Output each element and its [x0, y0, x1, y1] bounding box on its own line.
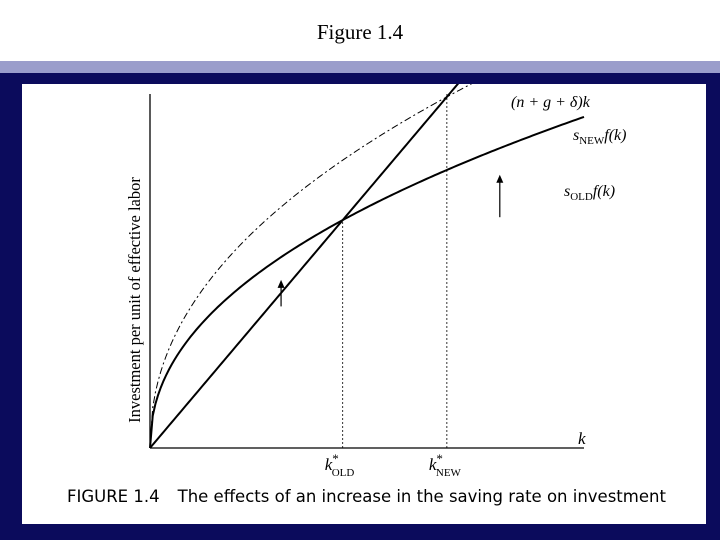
- chart-labels: Investment per unit of effective labor (…: [125, 94, 626, 479]
- x-tick-label-2: k* NEW: [429, 451, 462, 479]
- y-axis-label: Investment per unit of effective labor: [125, 177, 144, 423]
- x-tick-base: k: [429, 455, 437, 474]
- figure-caption: FIGURE 1.4 The effects of an increase in …: [67, 487, 666, 506]
- figure-caption-text: The effects of an increase in the saving…: [177, 487, 666, 506]
- series-label-rest: f(k): [604, 127, 626, 144]
- series-s-new: [149, 84, 473, 449]
- x-tick-sub: OLD: [332, 467, 355, 479]
- x-tick-sup: *: [332, 451, 339, 466]
- chart: Investment per unit of effective labor (…: [125, 84, 626, 479]
- series-label-sub: NEW: [579, 135, 605, 147]
- series-label-s: s: [564, 183, 570, 200]
- x-tick-base: k: [325, 455, 333, 474]
- x-tick-label-1: k* OLD: [325, 451, 355, 479]
- series-label-sub: OLD: [570, 191, 593, 203]
- shift-arrows: [277, 174, 504, 307]
- series-breakeven: [149, 84, 460, 449]
- drop-lines: [342, 94, 448, 448]
- series-lines: [149, 84, 585, 449]
- shift-arrow-head-2: [496, 174, 504, 183]
- shift-arrow-head-1: [277, 279, 285, 288]
- series-s-old: [149, 115, 585, 449]
- x-axis-label: k: [578, 429, 586, 448]
- slide-title: Figure 1.4: [316, 20, 404, 44]
- header-band: [0, 61, 720, 73]
- series-label-breakeven: (n + g + δ)k: [511, 94, 591, 111]
- series-label-s-old: sOLDf(k): [564, 183, 615, 203]
- axes: [149, 94, 584, 449]
- figure-caption-number: FIGURE 1.4: [67, 487, 160, 506]
- series-label-s: s: [573, 127, 579, 144]
- x-tick-sup: *: [436, 451, 443, 466]
- x-tick-sub: NEW: [436, 467, 462, 479]
- series-label-rest: f(k): [593, 183, 615, 200]
- figure-panel: Investment per unit of effective labor (…: [22, 84, 706, 524]
- series-label-s-new: sNEWf(k): [573, 127, 626, 147]
